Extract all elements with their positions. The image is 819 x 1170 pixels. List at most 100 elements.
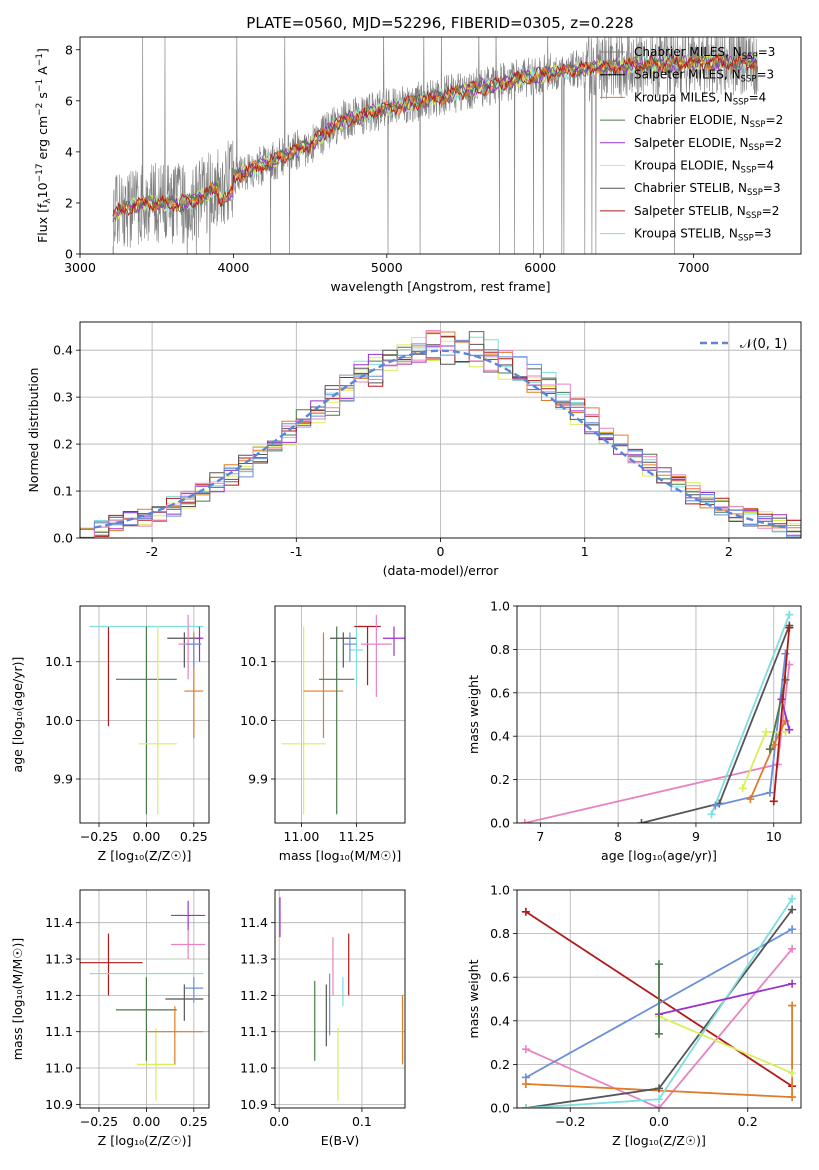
mass_vs_Z-plot-area — [80, 890, 209, 1108]
y-tick-label: 1.0 — [490, 599, 510, 614]
legend-n: N — [739, 136, 748, 150]
legend-eq: = — [764, 136, 774, 150]
weight_vs_age-axes-frame — [516, 605, 802, 824]
weight-marker — [655, 960, 663, 969]
y-axis-label: mass [log₁₀(M/M☉)] — [10, 938, 25, 1060]
y-tick-label: 0.8 — [490, 926, 510, 941]
legend-n: N — [729, 227, 738, 241]
legend-name: Salpeter STELIB — [634, 204, 729, 218]
weight-marker — [521, 1045, 530, 1054]
legend-name: Salpeter MILES — [634, 68, 724, 82]
legend-sep: , — [724, 159, 732, 173]
x-tick-label: 0.25 — [180, 829, 208, 844]
x-axis-label: E(B-V) — [321, 1133, 360, 1148]
legend-sub: SSP — [748, 143, 764, 153]
y-axis-label: age [log₁₀(age/yr)] — [10, 657, 25, 773]
y-tick-label: 10.1 — [45, 654, 73, 669]
weight-line — [658, 1015, 793, 1074]
weight-marker — [746, 795, 755, 804]
weight-marker — [781, 717, 790, 726]
spectrum-model-line — [112, 53, 758, 217]
age_vs_Z-plot-area — [80, 606, 209, 823]
legend-entry: Salpeter ELODIE, NSSP=2 — [634, 136, 782, 153]
x-tick-label: 0.00 — [132, 829, 160, 844]
legend-n: N — [738, 181, 747, 195]
y-tick-label: 11.2 — [240, 988, 268, 1003]
y-tick-label: 10.0 — [45, 713, 73, 728]
weight-marker — [655, 1029, 663, 1038]
legend-sub: SSP — [750, 120, 766, 130]
legend-name: Chabrier ELODIE — [634, 113, 733, 127]
x-axis-label: age [log₁₀(age/yr)] — [601, 848, 717, 863]
weight-marker — [765, 745, 774, 754]
legend-n: N — [741, 113, 750, 127]
x-tick-label: 5000 — [371, 260, 403, 275]
y-tick-label: 11.0 — [45, 1061, 73, 1076]
weight-marker — [637, 819, 646, 823]
y-tick-label: 11.0 — [240, 1061, 268, 1076]
x-tick-label: 8 — [614, 829, 622, 844]
mass_vs_ebv-plot-area — [275, 890, 405, 1108]
weight-marker — [761, 727, 770, 736]
legend-nssp: 2 — [774, 136, 782, 150]
y-label-part: ] — [35, 48, 50, 53]
legend-n: N — [737, 204, 746, 218]
legend-eq: = — [763, 181, 773, 195]
y-label-part: s — [35, 92, 50, 103]
weight-line — [772, 627, 791, 802]
legend-sub: SSP — [741, 75, 757, 85]
legend-sep: , — [725, 45, 733, 59]
y-tick-label: 11.1 — [240, 1024, 268, 1039]
legend-sub: SSP — [742, 52, 758, 62]
legend-entry: Salpeter STELIB, NSSP=2 — [634, 204, 779, 221]
weight-line — [710, 614, 791, 815]
x-tick-label: -1 — [290, 544, 302, 559]
legend-entry: Chabrier ELODIE, NSSP=2 — [634, 113, 783, 130]
weight-marker — [781, 649, 790, 658]
y-label-part: erg cm — [35, 116, 50, 164]
y-tick-label: 0.4 — [53, 343, 73, 358]
age_vs_mass-axes-frame — [274, 605, 406, 824]
x-tick-label: 9 — [692, 829, 700, 844]
x-tick-label: 11.00 — [284, 829, 320, 844]
weight-marker — [520, 819, 529, 823]
y-label-part: −17 — [35, 163, 45, 182]
y-tick-label: 9.9 — [248, 772, 268, 787]
legend-nssp: 4 — [767, 159, 775, 173]
x-tick-label: 3000 — [64, 260, 96, 275]
y-tick-label: 0.4 — [490, 729, 510, 744]
residuals-axes-frame — [79, 321, 802, 539]
legend-entry: Chabrier MILES, NSSP=3 — [634, 45, 775, 62]
legend-entry: Kroupa MILES, NSSP=4 — [634, 90, 766, 107]
y-label-part: A — [35, 66, 50, 79]
legend-sep: , — [716, 90, 724, 104]
y-axis-label: mass weight — [466, 959, 481, 1038]
weight-marker — [738, 784, 747, 793]
x-tick-label: 2 — [725, 544, 733, 559]
x-tick-label: 6000 — [524, 260, 556, 275]
y-tick-label: 0.8 — [490, 642, 510, 657]
weight-marker — [521, 1080, 530, 1089]
gaussian-curve — [94, 349, 787, 529]
legend-n: N — [732, 68, 741, 82]
x-tick-label: 7000 — [678, 260, 710, 275]
weight-marker — [788, 1069, 797, 1078]
weight-marker — [788, 944, 797, 953]
x-tick-label: −0.25 — [80, 829, 118, 844]
weight-marker — [655, 1104, 663, 1108]
y-tick-label: 11.4 — [240, 915, 268, 930]
legend-name: Kroupa ELODIE — [634, 159, 724, 173]
residuals-plot-area — [80, 322, 801, 538]
y-label-part: Flux [f — [35, 203, 50, 243]
weight-marker — [655, 1084, 663, 1093]
x-tick-label: 0.2 — [738, 1114, 758, 1129]
weight-marker — [788, 1001, 797, 1010]
weight_vs_Z-axes-frame — [516, 889, 802, 1109]
legend-eq: = — [766, 113, 776, 127]
x-tick-label: 1 — [581, 544, 589, 559]
legend-nssp: 3 — [768, 45, 776, 59]
legend-name: Kroupa MILES — [634, 90, 716, 104]
x-tick-label: 4000 — [217, 260, 249, 275]
y-tick-label: 0.4 — [490, 1013, 510, 1028]
